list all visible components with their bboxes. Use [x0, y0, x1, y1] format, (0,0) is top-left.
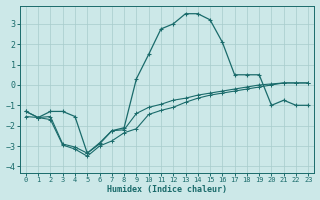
X-axis label: Humidex (Indice chaleur): Humidex (Indice chaleur) — [107, 185, 227, 194]
